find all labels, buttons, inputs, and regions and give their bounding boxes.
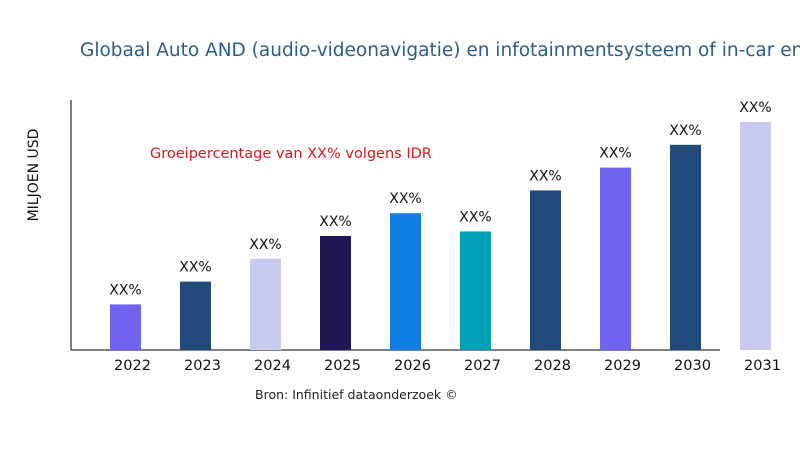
chart-title: Globaal Auto AND (audio-videonavigatie) … — [80, 40, 800, 61]
x-tick-label: 2026 — [394, 358, 431, 374]
x-tick-label: 2027 — [464, 358, 501, 374]
data-label: XX% — [389, 191, 421, 207]
data-label: XX% — [669, 123, 701, 139]
data-label: XX% — [459, 209, 491, 225]
data-label: XX% — [179, 260, 211, 276]
x-tick-label: 2028 — [534, 358, 571, 374]
x-tick-label: 2022 — [114, 358, 151, 374]
x-tick-label: 2031 — [744, 358, 781, 374]
bar — [250, 258, 281, 350]
data-label: XX% — [249, 237, 281, 253]
data-label: XX% — [109, 282, 141, 298]
bar — [670, 144, 701, 350]
bar — [110, 304, 141, 350]
x-tick-label: 2030 — [674, 358, 711, 374]
data-label: XX% — [319, 214, 351, 230]
x-tick-label: 2025 — [324, 358, 361, 374]
x-tick-label: 2024 — [254, 358, 291, 374]
bar — [320, 236, 351, 350]
data-label: XX% — [529, 168, 561, 184]
x-tick-label: 2023 — [184, 358, 221, 374]
bar — [530, 190, 561, 350]
growth-annotation: Groeipercentage van XX% volgens IDR — [150, 146, 432, 162]
data-label: XX% — [599, 146, 631, 162]
x-tick-label: 2029 — [604, 358, 641, 374]
bar — [460, 231, 491, 350]
source-note: Bron: Infinitief dataonderzoek © — [255, 387, 458, 402]
data-label: XX% — [739, 100, 771, 116]
bar — [600, 167, 631, 350]
bar — [180, 281, 211, 350]
bar — [390, 213, 421, 350]
bar — [740, 122, 771, 350]
